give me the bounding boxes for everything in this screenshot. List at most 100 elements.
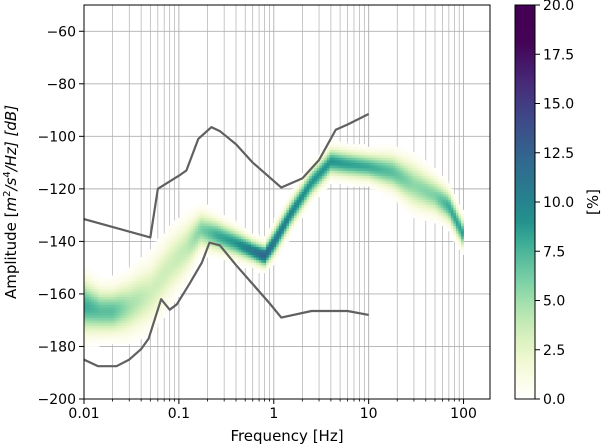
heatmap-cell [233,241,237,245]
heatmap-cell [202,246,206,250]
heatmap-cell [164,283,168,287]
heatmap-cell [377,157,381,161]
heatmap-cell [134,333,138,337]
heatmap-cell [121,309,125,313]
y-tick-label: −100 [38,129,76,145]
heatmap-cell [124,317,128,321]
heatmap-cell [278,225,282,229]
heatmap-cell [415,157,419,161]
heatmap-cell [238,259,242,263]
heatmap-cell [210,228,214,232]
heatmap-cell [197,225,201,229]
heatmap-cell [311,175,315,179]
heatmap-cell [418,186,421,190]
heatmap-cell [84,312,87,316]
heatmap-cell [218,236,222,240]
heatmap-cell [213,215,216,219]
heatmap-cell [251,233,254,237]
heatmap-cell [433,202,437,206]
heatmap-cell [177,238,181,242]
heatmap-cell [205,215,209,219]
heatmap-cell [286,212,290,216]
heatmap-cell [175,259,179,263]
heatmap-cell [137,267,141,271]
heatmap-cell [299,186,303,190]
heatmap-cell [124,291,128,295]
heatmap-cell [435,217,439,221]
heatmap-cell [142,301,146,305]
heatmap-cell [147,312,151,316]
heatmap-cell [137,293,141,297]
heatmap-cell [129,304,133,308]
heatmap-cell [124,293,128,297]
heatmap-cell [301,209,305,213]
heatmap-cell [337,154,340,158]
heatmap-cell [461,251,464,255]
heatmap-cell [428,165,432,169]
heatmap-cell [142,312,146,316]
heatmap-cell [218,249,222,253]
heatmap-cell [324,154,328,158]
heatmap-cell [445,186,449,190]
heatmap-cell [139,293,143,297]
heatmap-cell [202,238,206,242]
heatmap-cell [119,330,123,334]
heatmap-cell [364,159,368,163]
heatmap-cell [243,246,247,250]
heatmap-cell [400,183,404,187]
heatmap-cell [324,186,328,190]
heatmap-cell [147,280,151,284]
heatmap-cell [245,230,249,234]
heatmap-cell [428,215,432,219]
heatmap-cell [362,146,366,150]
heatmap-cell [423,167,426,171]
heatmap-cell [195,212,199,216]
heatmap-cell [207,207,211,211]
heatmap-cell [91,283,95,287]
heatmap-cell [205,251,209,255]
heatmap-cell [134,328,138,332]
heatmap-cell [339,162,343,166]
heatmap-cell [228,225,232,229]
heatmap-cell [132,293,136,297]
heatmap-cell [137,278,141,282]
heatmap-cell [96,275,100,279]
heatmap-cell [202,236,206,240]
heatmap-cell [127,299,130,303]
heatmap-cell [448,186,452,190]
heatmap-cell [380,183,383,187]
heatmap-cell [233,251,237,255]
heatmap-cell [443,188,447,192]
heatmap-cell [423,215,426,219]
heatmap-cell [367,154,371,158]
heatmap-cell [182,272,186,276]
heatmap-cell [347,183,351,187]
heatmap-cell [230,223,234,227]
heatmap-cell [387,152,391,156]
heatmap-cell [127,322,130,326]
heatmap-cell [354,183,358,187]
heatmap-cell [281,209,285,213]
heatmap-cell [291,188,295,192]
heatmap-cell [121,278,125,282]
heatmap-cell [139,301,143,305]
heatmap-cell [276,223,280,227]
heatmap-cell [268,262,272,266]
heatmap-cell [154,241,158,245]
heatmap-cell [258,257,262,261]
heatmap-cell [304,180,308,185]
heatmap-cell [210,225,214,229]
heatmap-cell [127,314,130,318]
heatmap-cell [321,159,325,163]
heatmap-cell [99,278,103,282]
heatmap-cell [433,199,437,203]
heatmap-cell [461,233,464,237]
heatmap-cell [152,296,156,300]
heatmap-cell [159,251,163,255]
heatmap-cell [430,186,434,190]
heatmap-cell [190,212,194,216]
heatmap-cell [175,233,179,237]
heatmap-cell [157,309,161,313]
heatmap-cell [387,159,391,163]
heatmap-cell [423,191,426,195]
